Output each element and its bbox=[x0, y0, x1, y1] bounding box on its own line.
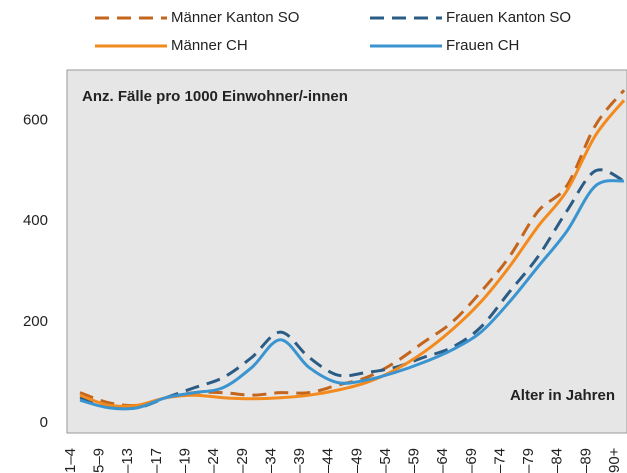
y-tick-label: 0 bbox=[40, 414, 48, 431]
y-tick-label: 400 bbox=[23, 212, 48, 229]
x-tick-label: –44 bbox=[320, 448, 337, 473]
legend-label: Männer CH bbox=[171, 37, 248, 54]
x-tick-label: 90+ bbox=[606, 447, 623, 473]
y-tick-label: 200 bbox=[23, 313, 48, 330]
y-tick-label: 600 bbox=[23, 111, 48, 128]
x-tick-label: –39 bbox=[291, 448, 308, 473]
x-tick-label: 5–9 bbox=[91, 448, 108, 473]
x-tick-label: 1–4 bbox=[62, 448, 79, 473]
x-tick-label: –19 bbox=[176, 448, 193, 473]
series-line bbox=[79, 179, 625, 411]
x-tick-label: –89 bbox=[577, 448, 594, 473]
annotation: Anz. Fälle pro 1000 Einwohner/-innen bbox=[82, 88, 348, 105]
x-tick-label: –59 bbox=[406, 448, 423, 473]
legend-label: Frauen Kanton SO bbox=[446, 9, 571, 26]
x-tick-label: –34 bbox=[262, 448, 279, 473]
x-tick-label: –69 bbox=[463, 448, 480, 473]
annotation: Alter in Jahren bbox=[510, 387, 615, 404]
x-tick-label: –64 bbox=[434, 448, 451, 473]
x-tick-label: –74 bbox=[491, 448, 508, 473]
legend-label: Männer Kanton SO bbox=[171, 9, 299, 26]
x-tick-label: –49 bbox=[348, 448, 365, 473]
x-tick-label: –79 bbox=[520, 448, 537, 473]
plot-area bbox=[66, 69, 627, 434]
x-tick-label: –54 bbox=[377, 448, 394, 473]
x-tick-label: –84 bbox=[549, 448, 566, 473]
x-tick-label: –29 bbox=[234, 448, 251, 473]
x-tick-label: –24 bbox=[205, 448, 222, 473]
legend-label: Frauen CH bbox=[446, 37, 519, 54]
x-tick-label: –13 bbox=[119, 448, 136, 473]
x-tick-label: –17 bbox=[148, 448, 165, 473]
